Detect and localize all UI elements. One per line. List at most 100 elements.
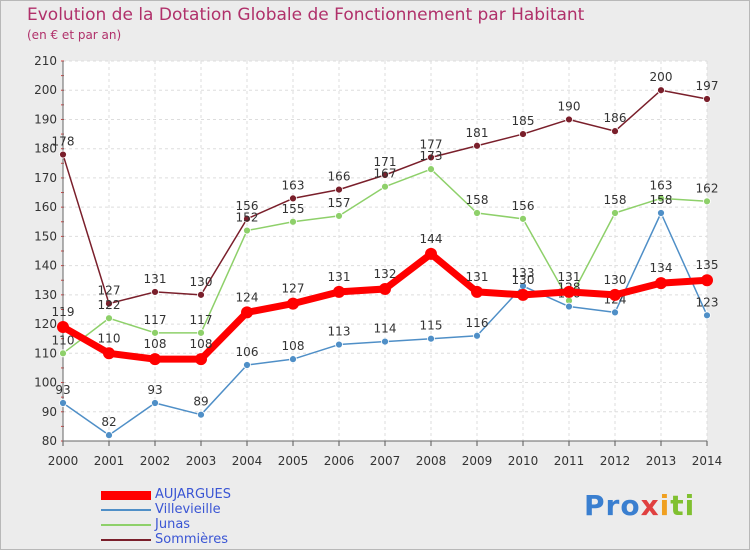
y-tick-label-150: 150 [34, 229, 57, 243]
x-tick-label-2007: 2007 [370, 454, 401, 468]
data-label-villevieille-2007: 114 [374, 322, 397, 336]
data-point-aujargues-2005 [287, 297, 299, 310]
data-point-villevieille-2005 [289, 355, 297, 364]
x-tick-label-2011: 2011 [554, 454, 585, 468]
y-tick-label-110: 110 [34, 346, 57, 360]
data-label-sommi-res-2005: 163 [282, 178, 305, 192]
data-label-villevieille-2010: 133 [512, 266, 535, 280]
legend-swatch-junas [101, 524, 151, 526]
data-label-junas-2006: 157 [328, 196, 351, 210]
data-point-sommi-res-2006 [335, 185, 343, 194]
data-point-aujargues-2007 [379, 283, 391, 295]
data-label-junas-2008: 173 [420, 149, 443, 163]
data-label-junas-2001: 122 [98, 298, 121, 312]
data-point-aujargues-2003 [195, 353, 207, 366]
data-label-aujargues-2011: 131 [558, 270, 581, 284]
data-point-junas-2007 [381, 182, 389, 191]
data-point-villevieille-2008 [427, 334, 435, 343]
x-tick-label-2003: 2003 [186, 454, 217, 468]
data-point-junas-2001 [105, 314, 113, 323]
data-point-sommi-res-2007 [381, 171, 389, 179]
data-label-junas-2000: 110 [52, 333, 75, 347]
y-tick-label-90: 90 [42, 405, 57, 419]
data-label-junas-2010: 156 [512, 199, 535, 213]
data-label-aujargues-2012: 130 [604, 273, 627, 287]
data-label-sommi-res-2003: 130 [190, 275, 213, 289]
data-point-aujargues-2010 [517, 288, 529, 301]
data-point-aujargues-2006 [333, 285, 345, 298]
data-label-sommi-res-2001: 127 [98, 284, 121, 298]
data-point-sommi-res-2013 [657, 86, 665, 95]
data-label-aujargues-2014: 135 [696, 258, 719, 272]
y-tick-label-180: 180 [34, 142, 57, 156]
data-point-villevieille-2012 [611, 308, 619, 317]
data-point-aujargues-2000 [57, 321, 69, 333]
data-point-villevieille-2006 [335, 340, 343, 349]
data-label-villevieille-2006: 113 [328, 325, 351, 339]
data-label-villevieille-2001: 82 [101, 415, 116, 429]
data-point-villevieille-2007 [381, 337, 389, 346]
legend-swatch-sommi-res [101, 539, 151, 541]
data-point-junas-2006 [335, 212, 343, 220]
data-point-sommi-res-2005 [289, 194, 297, 203]
data-label-sommi-res-2007: 171 [374, 155, 397, 169]
data-point-sommi-res-2004 [243, 214, 251, 223]
x-tick-label-2014: 2014 [692, 454, 723, 468]
data-point-junas-2002 [151, 328, 159, 337]
chart-title: Evolution de la Dotation Globale de Fonc… [27, 5, 585, 25]
data-point-villevieille-2014 [703, 311, 711, 320]
data-point-sommi-res-2003 [197, 290, 205, 299]
data-label-sommi-res-2004: 156 [236, 199, 259, 213]
data-point-villevieille-2000 [59, 399, 67, 407]
y-tick-label-200: 200 [34, 83, 57, 97]
data-point-junas-2013 [657, 194, 665, 203]
y-tick-label-120: 120 [34, 317, 57, 331]
x-tick-label-2005: 2005 [278, 454, 309, 468]
data-point-aujargues-2001 [103, 347, 115, 360]
data-point-aujargues-2014 [701, 274, 713, 287]
data-point-sommi-res-2012 [611, 127, 619, 136]
data-label-sommi-res-2014: 197 [696, 79, 719, 93]
data-label-aujargues-2004: 124 [236, 290, 259, 304]
data-label-aujargues-2013: 134 [650, 261, 673, 275]
data-label-aujargues-2005: 127 [282, 282, 305, 296]
data-label-sommi-res-2008: 177 [420, 137, 443, 151]
data-point-villevieille-2003 [197, 410, 205, 419]
data-label-sommi-res-2000: 178 [52, 135, 75, 149]
data-point-junas-2010 [519, 214, 527, 223]
data-label-sommi-res-2012: 186 [604, 111, 627, 125]
data-label-sommi-res-2010: 185 [512, 114, 535, 128]
data-label-villevieille-2004: 106 [236, 345, 259, 359]
y-tick-label-80: 80 [42, 434, 57, 448]
chart-subtitle: (en € et par an) [27, 28, 122, 42]
data-label-junas-2013: 163 [650, 178, 673, 192]
data-point-junas-2014 [703, 197, 711, 206]
proxiti-logo: Proxiti [584, 489, 695, 522]
data-label-sommi-res-2013: 200 [650, 70, 673, 84]
data-point-aujargues-2009 [471, 285, 483, 298]
legend-label-sommi-res: Sommières [155, 532, 228, 547]
data-label-aujargues-2002: 108 [144, 337, 167, 351]
data-point-junas-2009 [473, 209, 481, 217]
data-label-villevieille-2008: 115 [420, 319, 443, 333]
data-label-villevieille-2013: 158 [650, 193, 673, 207]
data-label-junas-2014: 162 [696, 181, 719, 195]
legend-label-villevieille: Villevieille [155, 502, 221, 517]
data-point-sommi-res-2009 [473, 141, 481, 150]
data-label-villevieille-2005: 108 [282, 339, 305, 353]
data-point-villevieille-2013 [657, 209, 665, 217]
x-tick-label-2000: 2000 [48, 454, 79, 468]
data-point-junas-2003 [197, 328, 205, 337]
data-label-sommi-res-2009: 181 [466, 126, 489, 140]
data-point-junas-2012 [611, 209, 619, 217]
data-point-aujargues-2004 [241, 306, 253, 319]
logo-part-4: ti [670, 489, 696, 522]
data-point-junas-2008 [427, 165, 435, 174]
data-label-aujargues-2006: 131 [328, 270, 351, 284]
data-label-aujargues-2010: 130 [512, 273, 535, 287]
data-point-sommi-res-2014 [703, 95, 711, 103]
y-tick-label-210: 210 [34, 54, 57, 68]
x-tick-label-2013: 2013 [646, 454, 677, 468]
